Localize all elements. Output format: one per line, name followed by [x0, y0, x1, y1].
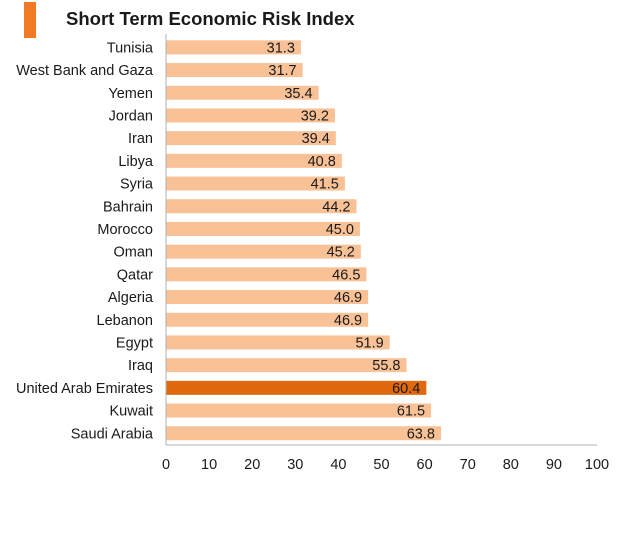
category-label: Qatar: [117, 267, 153, 283]
category-label: Bahrain: [103, 199, 153, 215]
title-accent-bar: [24, 2, 36, 38]
data-label: 41.5: [311, 177, 339, 193]
bar: [166, 380, 427, 395]
data-label: 45.0: [326, 222, 354, 238]
category-label: Iran: [128, 131, 153, 147]
data-label: 63.8: [407, 426, 435, 442]
bar: [166, 403, 432, 418]
category-label: Yemen: [108, 86, 153, 102]
x-tick-label: 50: [373, 457, 389, 473]
category-label: Saudi Arabia: [71, 426, 154, 442]
category-label: Kuwait: [109, 404, 153, 420]
category-label: Syria: [120, 177, 154, 193]
x-tick-label: 10: [201, 457, 217, 473]
x-tick-label: 0: [162, 457, 170, 473]
chart-title: Short Term Economic Risk Index: [66, 8, 355, 29]
category-label: Lebanon: [97, 313, 153, 329]
data-label: 46.9: [334, 290, 362, 306]
bar: [166, 40, 301, 55]
category-label: Oman: [114, 245, 154, 261]
data-label: 46.9: [334, 313, 362, 329]
category-label: Iraq: [128, 358, 153, 374]
category-label: Libya: [118, 154, 154, 170]
category-label: United Arab Emirates: [16, 381, 153, 397]
data-label: 44.2: [322, 199, 350, 215]
data-label: 61.5: [397, 404, 425, 420]
data-label: 55.8: [372, 358, 400, 374]
x-tick-label: 30: [287, 457, 303, 473]
bar: [166, 63, 303, 78]
bar: [166, 358, 407, 373]
data-label: 45.2: [327, 245, 355, 261]
bar: [166, 312, 369, 327]
bar: [166, 290, 369, 305]
x-tick-label: 20: [244, 457, 260, 473]
data-label: 40.8: [308, 154, 336, 170]
category-label: Algeria: [108, 290, 154, 306]
data-label: 35.4: [284, 86, 312, 102]
data-label: 31.3: [267, 40, 295, 56]
x-tick-label: 40: [330, 457, 346, 473]
bar: [166, 221, 360, 236]
x-tick-label: 70: [460, 457, 476, 473]
x-tick-label: 100: [585, 457, 609, 473]
bar: [166, 244, 361, 259]
bar: [166, 335, 390, 350]
bar: [166, 108, 335, 123]
data-label: 39.2: [301, 108, 329, 124]
category-label: Jordan: [109, 108, 153, 124]
bar: [166, 176, 345, 191]
x-tick-label: 60: [417, 457, 433, 473]
data-label: 51.9: [355, 335, 383, 351]
data-label: 46.5: [332, 267, 360, 283]
bar: [166, 153, 342, 168]
bar: [166, 85, 319, 100]
bar: [166, 199, 357, 214]
x-tick-label: 90: [546, 457, 562, 473]
category-label: Egypt: [116, 335, 153, 351]
bar: [166, 267, 367, 282]
category-label: Morocco: [97, 222, 153, 238]
x-tick-label: 80: [503, 457, 519, 473]
data-label: 31.7: [268, 63, 296, 79]
data-label: 60.4: [392, 381, 420, 397]
bar: [166, 426, 441, 441]
bar: [166, 131, 336, 146]
category-label: West Bank and Gaza: [16, 63, 154, 79]
data-label: 39.4: [302, 131, 330, 147]
category-label: Tunisia: [107, 40, 154, 56]
